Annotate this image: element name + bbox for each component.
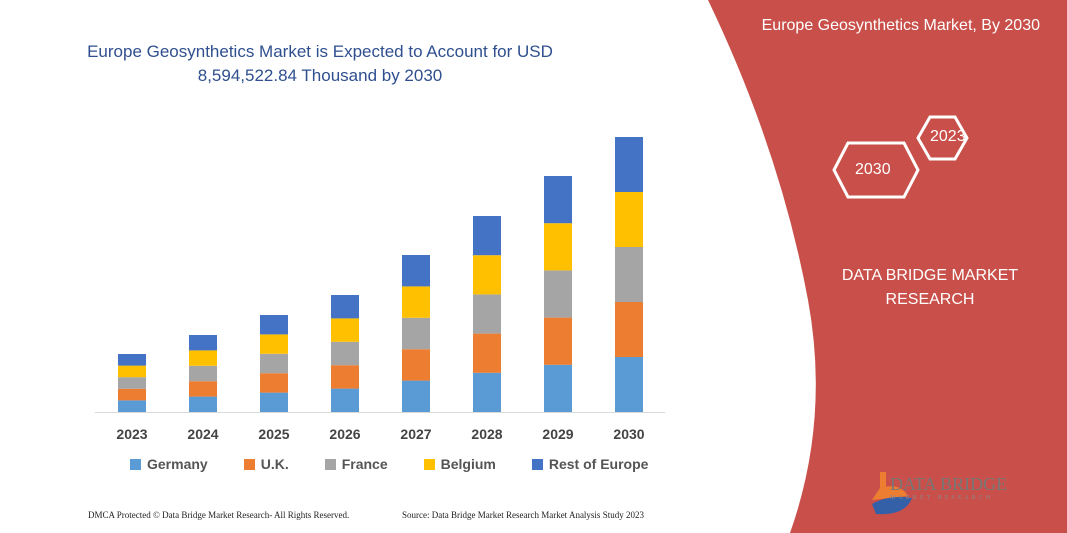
legend-label: France [341,456,388,472]
chart-plot: 2023 2024 2025 2026 2027 2028 2029 2030 [95,137,665,442]
legend-swatch [324,458,336,470]
bar-segment-2030-4 [615,137,643,192]
hexagon-2023 [916,115,969,161]
bar-segment-2029-4 [544,176,572,224]
bar-segment-2028-3 [473,255,501,295]
x-tick-label: 2025 [258,426,289,442]
bar-segment-2030-1 [615,302,643,357]
bar-segment-2028-4 [473,216,501,256]
legend-swatch [423,458,435,470]
bar-segment-2023-4 [118,354,146,366]
x-tick-label: 2023 [116,426,147,442]
bar-segment-2025-4 [260,315,288,335]
x-tick-label: 2029 [542,426,573,442]
legend-label: Germany [147,456,208,472]
hex-label-2030: 2030 [855,161,891,178]
bar-segment-2023-1 [118,388,146,401]
bar-segment-2027-0 [402,380,430,412]
legend-swatch [531,458,543,470]
x-tick-label: 2024 [187,426,218,442]
bar-segment-2027-1 [402,349,430,381]
logo-tagline: MARKET RESEARCH [890,495,994,501]
bar-segment-2027-2 [402,317,430,350]
bar-segment-2029-3 [544,223,572,271]
bar-segment-2023-2 [118,377,146,389]
legend-label: U.K. [260,456,289,472]
legend: Germany U.K. France Belgium Rest of Europe [130,456,684,472]
bar-segment-2026-2 [331,341,359,366]
legend-item: Rest of Europe [531,456,649,472]
bar-segment-2027-3 [402,286,430,318]
legend-swatch [243,458,255,470]
footer-source: Source: Data Bridge Market Research Mark… [402,510,644,520]
logo-name: DATA BRIDGE [890,474,1008,494]
bar-segment-2026-0 [331,388,359,412]
bar-segment-2024-2 [189,365,217,382]
panel-title: Europe Geosynthetics Market, By 2030 [761,17,1040,34]
hexagon-2030 [832,141,920,199]
legend-label: Belgium [440,456,496,472]
bar-segment-2026-1 [331,365,359,389]
bar-segment-2024-0 [189,396,217,412]
bar-segment-2024-1 [189,381,217,397]
bar-segment-2030-3 [615,192,643,247]
x-tick-label: 2026 [329,426,360,442]
legend-item: U.K. [243,456,289,472]
bar-segment-2025-2 [260,353,288,374]
bar-segment-2025-1 [260,373,288,393]
bar-segment-2027-4 [402,255,430,287]
bar-segment-2029-1 [544,317,572,365]
bar-segment-2030-2 [615,247,643,302]
bar-segment-2025-0 [260,392,288,412]
bar-segment-2026-3 [331,318,359,342]
footer-copyright: DMCA Protected © Data Bridge Market Rese… [88,510,350,520]
brand-text: DATA BRIDGE MARKET RESEARCH [841,267,1019,308]
bar-segment-2028-0 [473,372,501,412]
bar-segment-2024-4 [189,335,217,351]
hex-label-2023: 2023 [930,128,966,145]
bar-segment-2028-1 [473,333,501,373]
bar-segment-2024-3 [189,350,217,366]
bar-segment-2026-4 [331,295,359,319]
x-tick-label: 2030 [613,426,644,442]
bar-segment-2029-2 [544,270,572,318]
chart-title: Europe Geosynthetics Market is Expected … [87,42,553,85]
legend-swatch [130,458,141,470]
legend-item: Germany [130,456,208,472]
red-panel [708,0,1067,533]
bar-segment-2028-2 [473,294,501,334]
legend-item: Belgium [423,456,496,472]
bar-segment-2029-0 [544,364,572,412]
logo: DATA BRIDGE MARKET RESEARCH [890,474,1007,501]
bar-segment-2030-0 [615,357,643,412]
legend-label: Rest of Europe [548,456,649,472]
x-tick-label: 2027 [400,426,431,442]
legend-item: France [324,456,388,472]
x-tick-label: 2028 [471,426,502,442]
bar-segment-2025-3 [260,334,288,354]
bar-segment-2023-3 [118,365,146,378]
bar-segment-2023-0 [118,400,146,412]
logo-icon [872,472,912,515]
